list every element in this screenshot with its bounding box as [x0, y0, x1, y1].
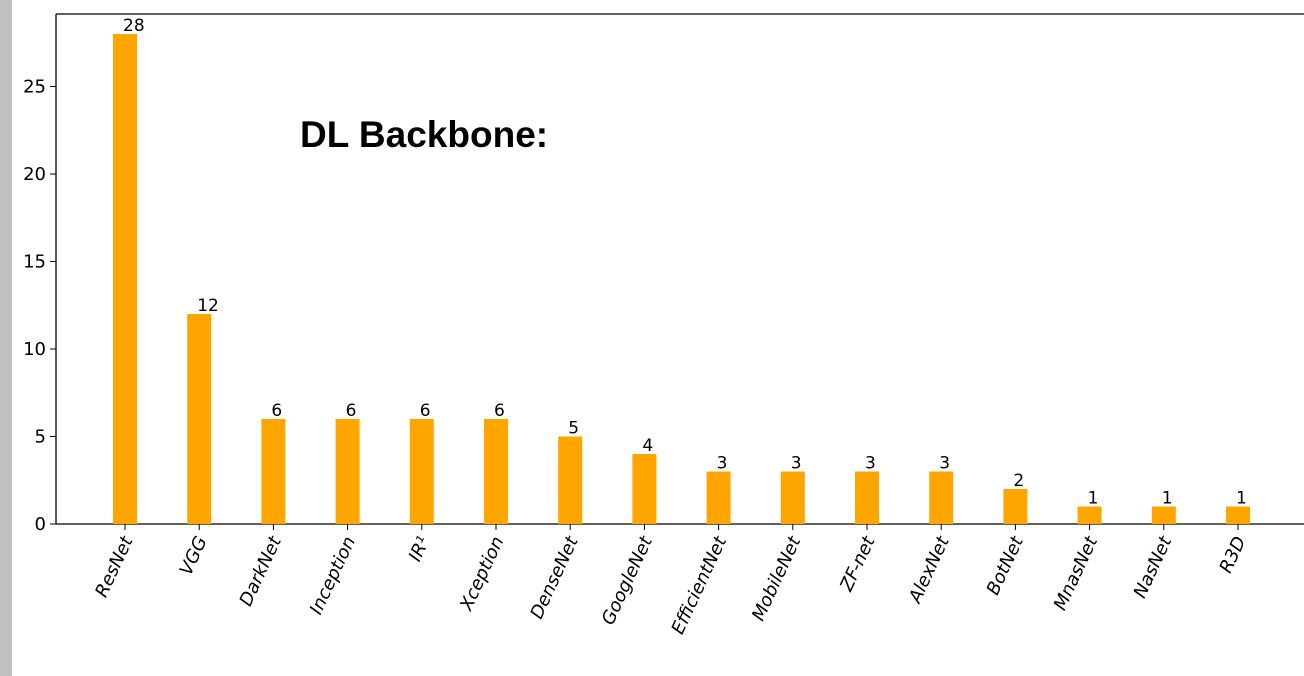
data-label-14: 1 [1162, 489, 1173, 509]
left-border-strip [0, 0, 12, 676]
bar-14 [1151, 506, 1176, 524]
data-label-10: 3 [865, 454, 876, 474]
y-tick-label: 0 [35, 514, 46, 535]
y-tick-label: 25 [23, 77, 46, 98]
x-tick-label-4: IR¹ [405, 533, 435, 565]
x-tick-label-9: MobileNet [748, 532, 806, 624]
data-label-8: 3 [717, 454, 728, 474]
data-label-4: 6 [420, 401, 431, 421]
bar-10 [855, 471, 879, 524]
data-label-0: 28 [123, 16, 145, 36]
x-tick-label-15: R3D [1216, 533, 1251, 576]
bar-9 [780, 471, 805, 524]
data-label-1: 12 [197, 296, 219, 316]
bar-4 [409, 419, 434, 524]
x-tick-label-7: GoogleNet [598, 532, 658, 628]
x-tick-label-0: ResNet [91, 532, 138, 600]
x-tick-label-8: EfficientNet [668, 532, 732, 637]
bar-6 [558, 436, 583, 524]
data-label-2: 6 [271, 401, 282, 421]
x-tick-label-6: DenseNet [526, 532, 583, 622]
bar-13 [1077, 506, 1102, 524]
chart-title: DL Backbone: [300, 114, 548, 155]
bar-11 [929, 471, 954, 524]
data-label-5: 6 [494, 401, 505, 421]
x-tick-label-13: MnasNet [1050, 532, 1103, 613]
data-label-7: 4 [642, 436, 653, 456]
x-tick-label-12: BotNet [983, 532, 1029, 598]
x-tick-label-2: DarkNet [235, 532, 286, 609]
bar-15 [1226, 506, 1250, 524]
data-label-11: 3 [939, 454, 950, 474]
bar-2 [261, 419, 286, 524]
y-tick-label: 20 [23, 164, 46, 185]
x-tick-label-1: VGG [176, 533, 212, 578]
x-tick-label-11: AlexNet [904, 532, 954, 607]
bar-5 [484, 419, 508, 524]
bar-8 [706, 471, 731, 524]
data-label-6: 5 [568, 419, 579, 439]
data-label-3: 6 [346, 401, 357, 421]
bar-1 [187, 314, 212, 524]
x-tick-label-10: ZF-net [836, 532, 880, 595]
bar-0 [113, 34, 137, 524]
x-tick-label-3: Inception [306, 533, 360, 618]
x-tick-label-14: NasNet [1130, 532, 1177, 601]
data-label-13: 1 [1088, 489, 1099, 509]
y-tick-label: 10 [23, 339, 46, 360]
y-tick-label: 5 [35, 427, 46, 448]
y-tick-label: 15 [23, 252, 46, 273]
bar-7 [632, 454, 657, 524]
data-label-15: 1 [1236, 489, 1247, 509]
x-tick-label-5: Xception [456, 533, 509, 615]
data-label-9: 3 [791, 454, 802, 474]
bar-3 [335, 419, 360, 524]
data-label-12: 2 [1013, 471, 1024, 491]
bar-12 [1003, 489, 1028, 524]
